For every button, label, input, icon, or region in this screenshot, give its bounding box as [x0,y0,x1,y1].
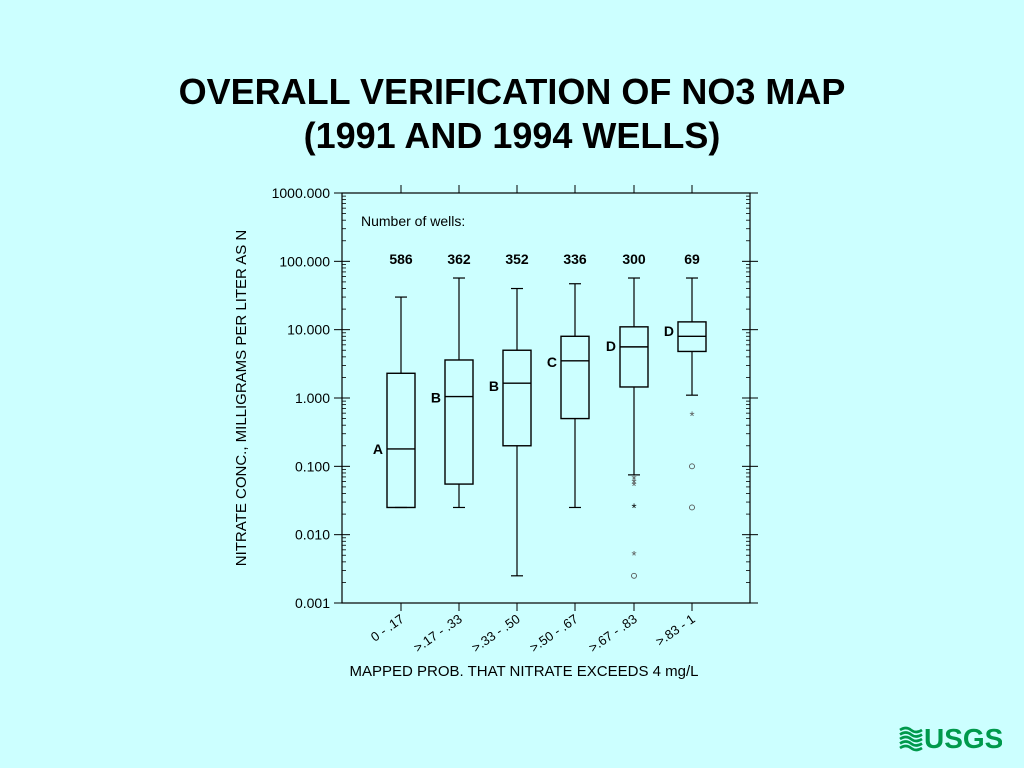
usgs-logo-text: USGS [924,723,1002,754]
x-tick-label: 0 - .17 [368,611,407,644]
outlier-star-marker: * [631,479,636,494]
group-letter-label: D [606,338,616,354]
group-letter-label: C [547,354,557,370]
y-tick-label: 0.100 [295,458,330,474]
group-letter-label: B [489,378,499,394]
well-count-label: 336 [563,251,587,267]
y-tick-label: 10.000 [287,322,330,338]
y-tick-label: 1.000 [295,390,330,406]
y-tick-label: 1000.000 [272,185,331,201]
x-axis-label: MAPPED PROB. THAT NITRATE EXCEEDS 4 mg/L [350,663,699,680]
box-iqr [444,359,474,485]
outlier-circle-marker [689,504,695,511]
y-axis-label: NITRATE CONC., MILLIGRAMS PER LITER AS N [233,230,250,566]
slide-title: OVERALL VERIFICATION OF NO3 MAP (1991 AN… [0,70,1024,158]
outlier-circle-marker [631,572,637,579]
usgs-wave-icon [899,726,923,752]
y-tick-label: 100.000 [279,253,330,269]
y-tick-label: 0.001 [295,595,330,611]
well-count-label: 69 [684,251,700,267]
outlier-circle-marker [689,463,695,470]
box-iqr [560,335,590,420]
group-letter-label: A [373,441,383,457]
box-iqr [619,326,649,388]
title-line-1: OVERALL VERIFICATION OF NO3 MAP [178,71,846,112]
x-tick-label: >.17 - .33 [411,611,465,655]
outlier-star-marker: * [631,475,636,490]
usgs-wave-stroke [899,740,923,747]
x-tick-label: >.83 - 1 [653,611,698,649]
title-line-2: (1991 AND 1994 WELLS) [303,115,721,156]
usgs-wave-stroke [899,735,923,743]
well-count-label: 586 [389,251,413,267]
usgs-wave-stroke [899,731,923,738]
outlier-star-marker: * [689,409,694,424]
usgs-wave-stroke [899,726,923,734]
x-tick-label: >.50 - .67 [527,611,581,655]
outlier-star-marker: * [631,500,636,515]
group-letter-label: D [664,323,674,339]
x-tick-label: >.67 - .83 [586,611,640,655]
outlier-star-marker: * [631,472,636,487]
wells-annotation: Number of wells: [361,213,465,229]
box-iqr [386,372,416,509]
outlier-star-marker: * [631,548,636,563]
box-iqr [502,349,532,447]
usgs-logo: USGS [899,723,1002,754]
y-tick-label: 0.010 [295,527,330,543]
usgs-wave-stroke [899,744,923,752]
well-count-label: 362 [447,251,471,267]
well-count-label: 352 [505,251,529,267]
well-count-label: 300 [622,251,646,267]
x-tick-label: >.33 - .50 [469,611,523,655]
group-letter-label: B [431,390,441,406]
